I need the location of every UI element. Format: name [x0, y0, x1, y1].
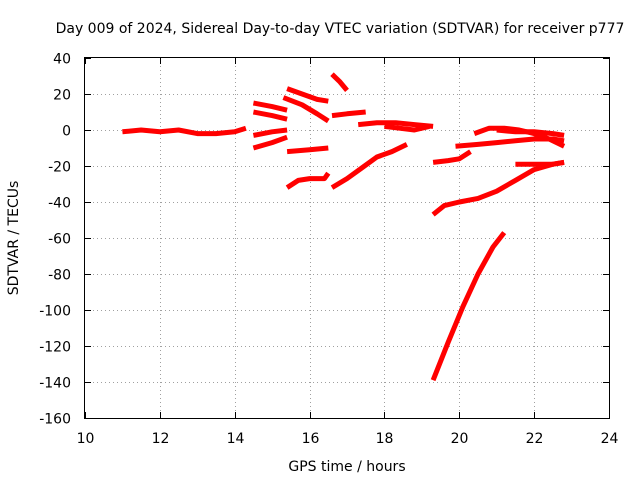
y-tick-label: 20	[53, 88, 71, 104]
y-tick-label: 40	[53, 52, 71, 68]
x-tick-label: 22	[526, 431, 544, 447]
series-arc-14	[330, 142, 408, 190]
series-arc-2	[252, 100, 288, 113]
series-arc-6	[286, 86, 329, 104]
y-tick-label: -80	[48, 268, 71, 284]
x-axis-label: GPS time / hours	[288, 459, 405, 475]
y-tick-label: -120	[39, 340, 71, 356]
x-tick-label: 10	[77, 431, 95, 447]
series-arc-8	[286, 145, 329, 155]
axis-ticks	[85, 58, 610, 419]
x-tick-label: 18	[376, 431, 394, 447]
series-arc-5	[252, 134, 288, 151]
y-axis-label: SDTVAR / TECUs	[6, 181, 22, 296]
x-tick-label: 14	[227, 431, 245, 447]
series-arc-11	[331, 109, 366, 119]
y-tick-label: 0	[62, 124, 71, 140]
x-tick-label: 20	[451, 431, 469, 447]
series-arc-15	[432, 149, 472, 165]
y-tick-label: -20	[48, 160, 71, 176]
series-arc-4	[252, 127, 288, 138]
series-group	[122, 72, 566, 382]
y-tick-label: -60	[48, 232, 71, 248]
series-arc-3	[252, 109, 288, 122]
plot-frame	[84, 57, 610, 419]
series-arc-17	[430, 231, 507, 382]
y-tick-label: -40	[48, 196, 71, 212]
x-tick-label: 24	[601, 431, 619, 447]
x-tick-label: 12	[152, 431, 170, 447]
series-arc-12	[357, 120, 434, 129]
y-tick-label: -160	[39, 412, 71, 428]
chart-title: Day 009 of 2024, Sidereal Day-to-day VTE…	[56, 21, 625, 37]
series-arc-7	[282, 95, 330, 124]
y-tick-label: -100	[39, 304, 71, 320]
series-arc-1	[122, 125, 247, 137]
y-tick-label: -140	[39, 376, 71, 392]
series-arc-10	[330, 72, 349, 93]
x-tick-label: 16	[302, 431, 320, 447]
series-arc-21	[515, 159, 565, 167]
series-arc-20	[496, 127, 565, 138]
series-arc-16	[431, 159, 565, 217]
y-tick-labels: -160 -140 -120 -100 -80 -60 -40 -20 0 20 40	[39, 52, 71, 428]
series-arc-13	[384, 123, 430, 133]
x-tick-labels: 10 12 14 16 18 20 22 24	[77, 431, 619, 447]
series-arc-9	[285, 171, 331, 190]
